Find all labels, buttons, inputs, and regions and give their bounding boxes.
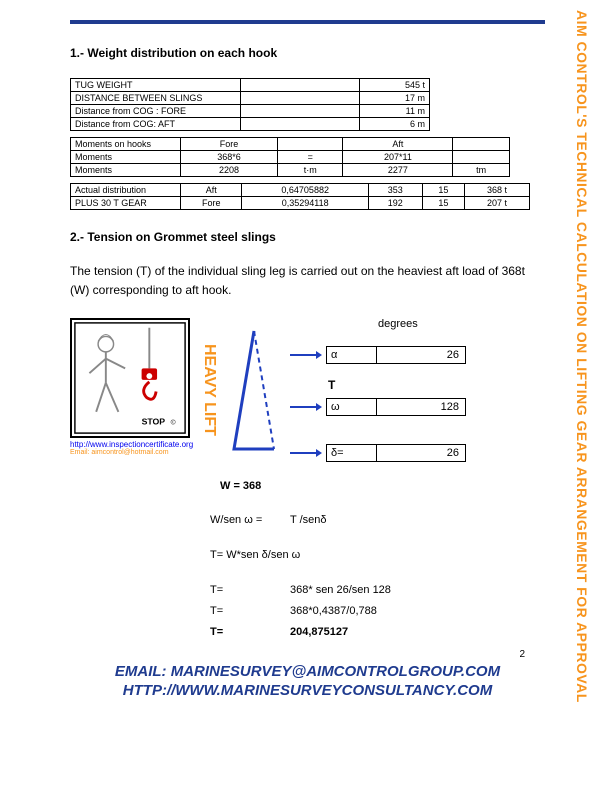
angle-column: degrees α 26 T ω 128 δ= 26 [288, 318, 466, 462]
omega-box: ω 128 [326, 398, 466, 416]
t1-r0-label: TUG WEIGHT [71, 79, 241, 92]
logo-email: Email: aimcontrol@hotmail.com [70, 449, 190, 456]
section2-body: The tension (T) of the individual sling … [70, 262, 545, 300]
header-rule [70, 20, 545, 24]
footer: EMAIL: MARINESURVEY@AIMCONTROLGROUP.COM … [70, 662, 545, 701]
diagram: STOP © http://www.inspectioncertificate.… [70, 318, 545, 462]
svg-text:©: © [171, 419, 176, 427]
table-actual-dist: Actual distribution Aft 0,64705882 353 1… [70, 183, 530, 210]
arrow-icon [288, 446, 322, 460]
footer-url[interactable]: HTTP://WWW.MARINESURVEYCONSULTANCY.COM [70, 681, 545, 701]
section2-title: 2.- Tension on Grommet steel slings [70, 230, 545, 244]
logo-block: STOP © http://www.inspectioncertificate.… [70, 318, 190, 456]
triangle-diagram [228, 325, 282, 455]
degrees-header: degrees [378, 318, 466, 330]
vertical-sidebar-title: AIM CONTROL'S TECHNICAL CALCULATION ON L… [574, 10, 590, 790]
t-label: T [328, 378, 466, 392]
page-number: 2 [70, 649, 545, 660]
table-moments: Moments on hooks Fore Aft Moments 368*6 … [70, 137, 510, 177]
page-content: 1.- Weight distribution on each hook TUG… [0, 0, 600, 701]
w-label: W = 368 [220, 480, 545, 492]
arrow-icon [288, 348, 322, 362]
formulas-block: W/sen ω =T /senδ T= W*sen δ/sen ω T=368*… [210, 510, 545, 642]
logo-image: STOP © [70, 318, 190, 438]
svg-text:STOP: STOP [142, 417, 166, 427]
section1-title: 1.- Weight distribution on each hook [70, 46, 545, 60]
t1-r0-val: 545 t [360, 79, 430, 92]
arrow-icon [288, 400, 322, 414]
table-weight-dist: TUG WEIGHT545 t DISTANCE BETWEEN SLINGS1… [70, 78, 430, 131]
alpha-box: α 26 [326, 346, 466, 364]
delta-box: δ= 26 [326, 444, 466, 462]
logo-url[interactable]: http://www.inspectioncertificate.org [70, 440, 190, 449]
heavy-lift-label: HEAVY LIFT [200, 344, 218, 436]
footer-email[interactable]: EMAIL: MARINESURVEY@AIMCONTROLGROUP.COM [70, 662, 545, 682]
